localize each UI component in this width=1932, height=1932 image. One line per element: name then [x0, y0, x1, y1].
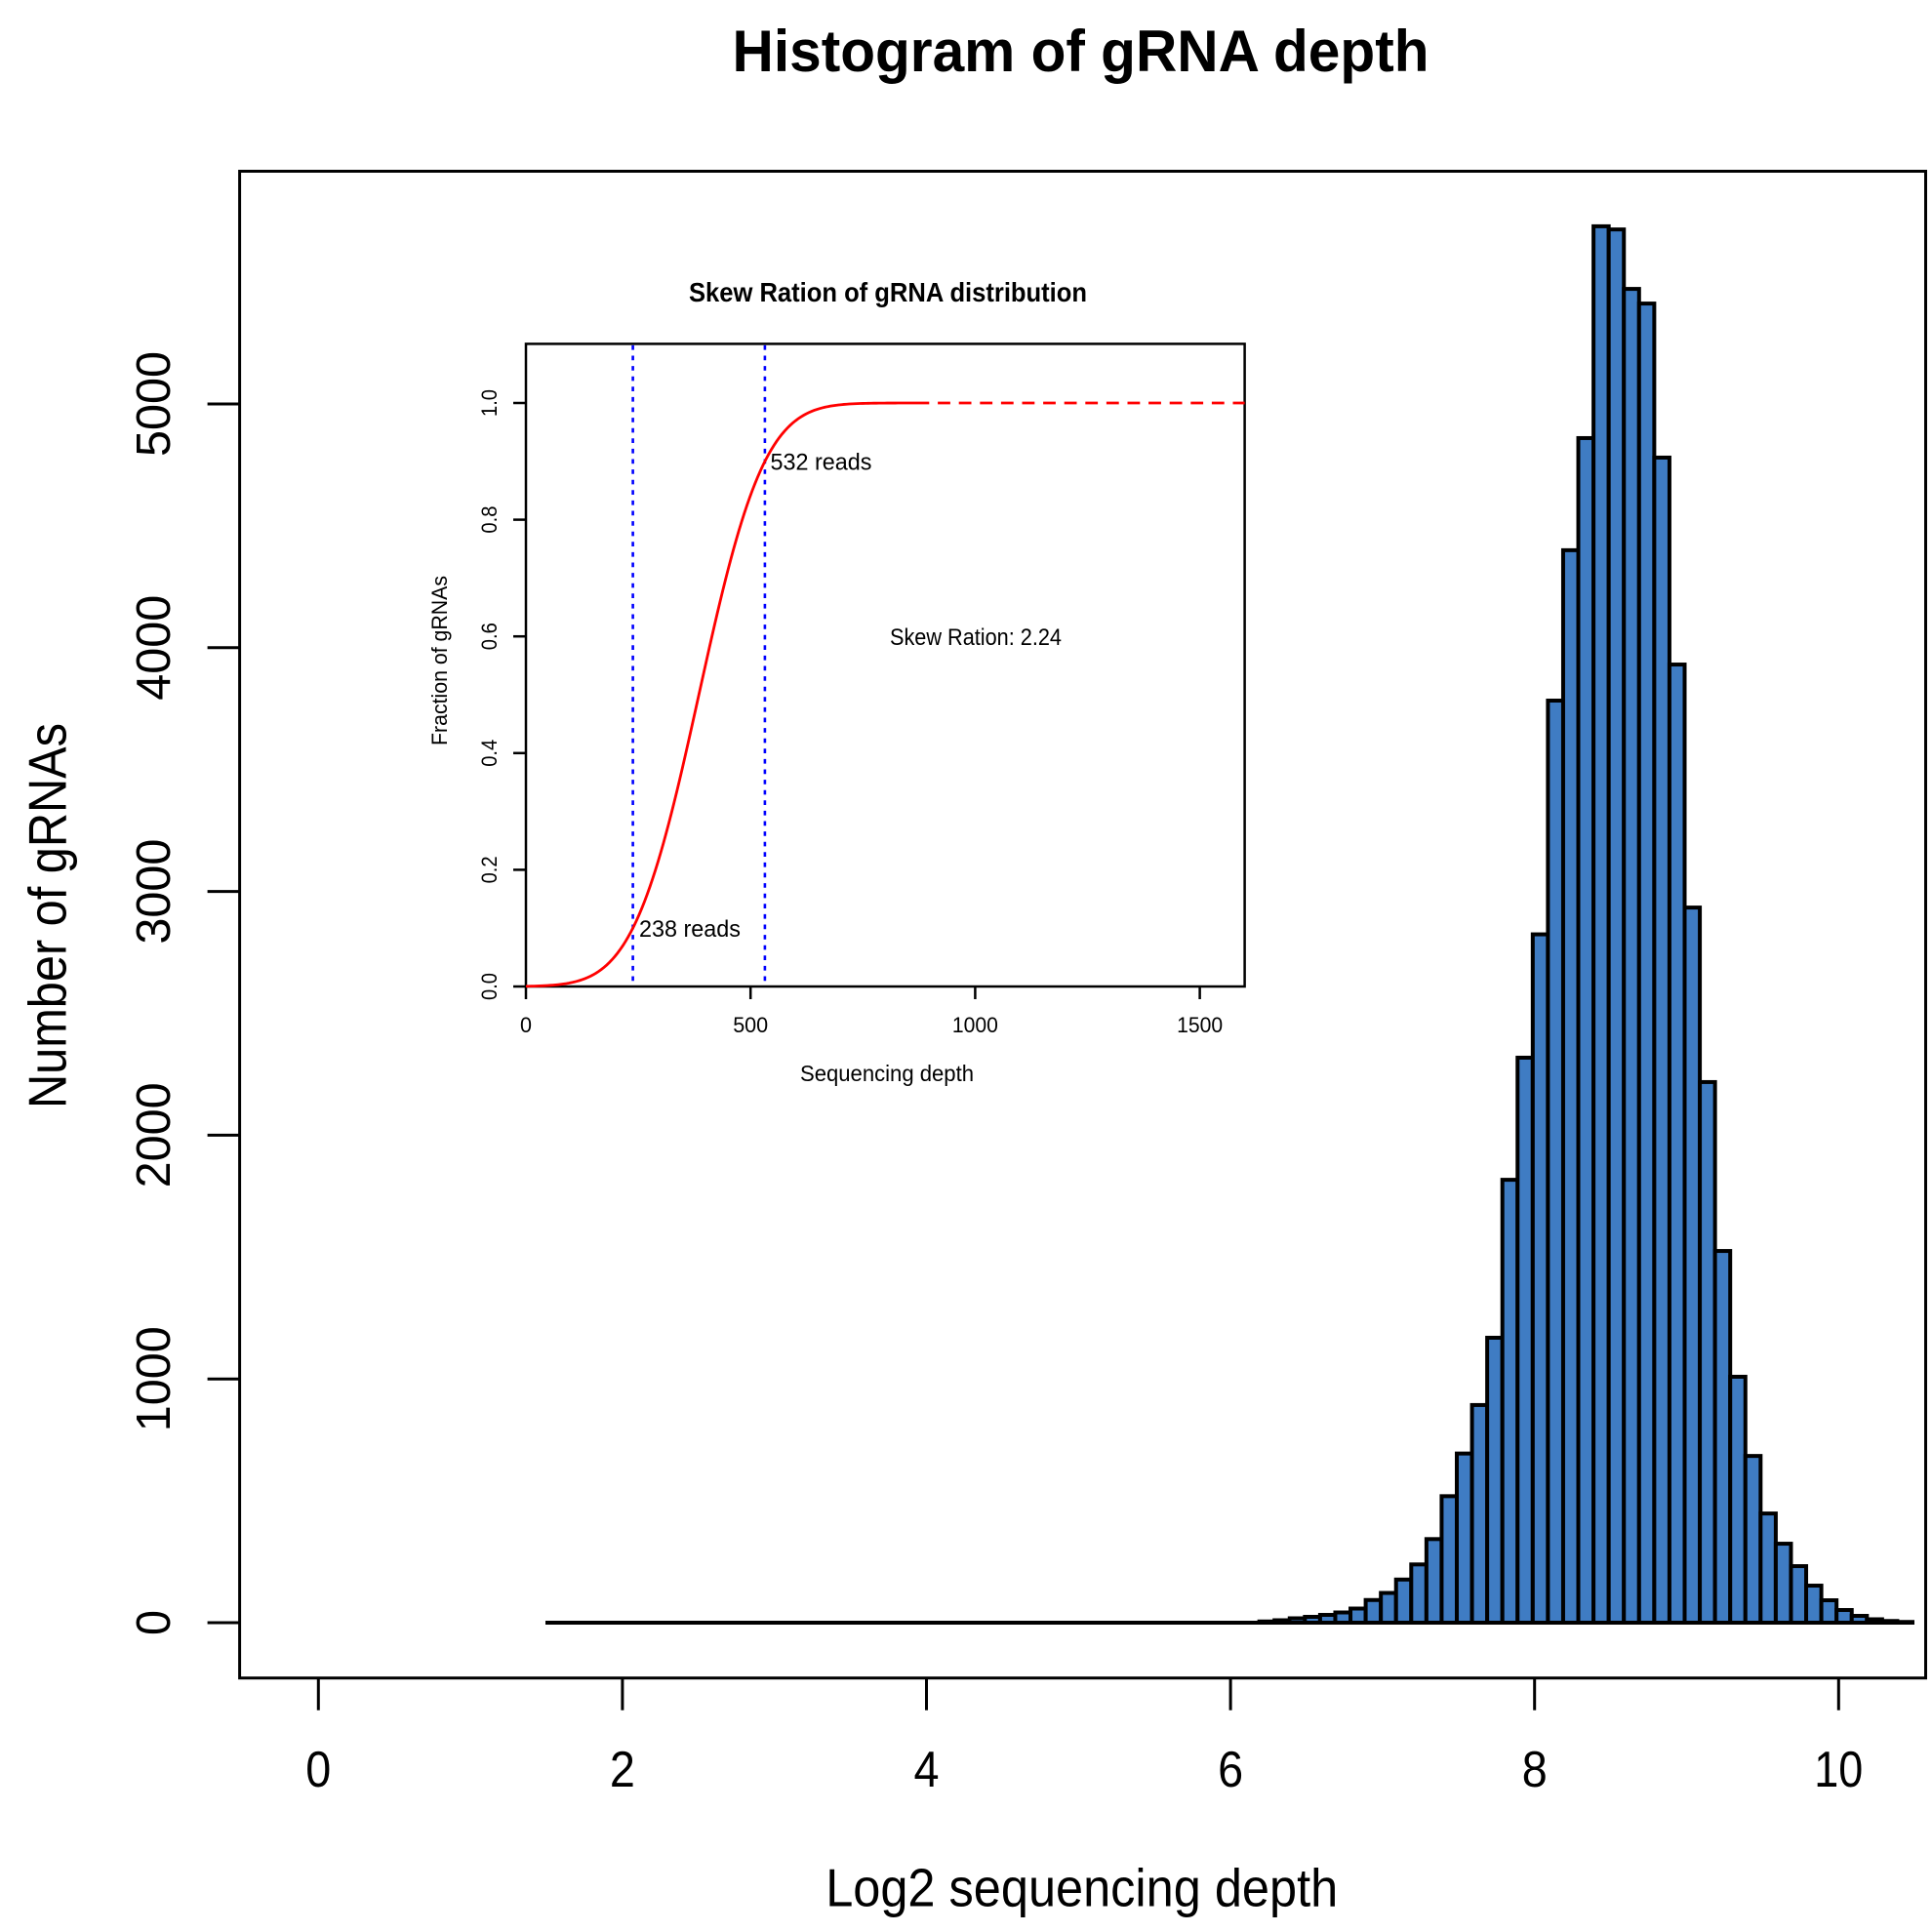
svg-text:0.0: 0.0 — [477, 973, 502, 1000]
svg-text:532 reads: 532 reads — [771, 450, 872, 476]
svg-text:0.6: 0.6 — [477, 623, 502, 650]
svg-text:4: 4 — [914, 1742, 940, 1798]
svg-text:0.8: 0.8 — [477, 506, 502, 534]
svg-text:4000: 4000 — [127, 595, 181, 701]
svg-text:1000: 1000 — [952, 1013, 998, 1037]
svg-text:1500: 1500 — [1177, 1013, 1223, 1037]
svg-text:1000: 1000 — [127, 1326, 181, 1431]
svg-text:10: 10 — [1814, 1742, 1863, 1798]
svg-text:2: 2 — [610, 1742, 635, 1798]
svg-text:1.0: 1.0 — [477, 389, 502, 417]
svg-text:0: 0 — [520, 1013, 532, 1037]
svg-text:Sequencing depth: Sequencing depth — [800, 1061, 974, 1086]
svg-text:3000: 3000 — [127, 839, 181, 945]
svg-text:Log2 sequencing depth: Log2 sequencing depth — [825, 1857, 1338, 1917]
svg-text:Histogram of gRNA depth: Histogram of gRNA depth — [733, 19, 1429, 84]
svg-text:Skew Ration: 2.24: Skew Ration: 2.24 — [890, 624, 1062, 651]
svg-text:500: 500 — [733, 1013, 768, 1037]
svg-text:2000: 2000 — [127, 1082, 181, 1187]
svg-text:6: 6 — [1218, 1742, 1243, 1798]
svg-text:0: 0 — [305, 1742, 331, 1798]
svg-text:0.4: 0.4 — [477, 740, 502, 767]
svg-text:238 reads: 238 reads — [639, 916, 741, 943]
svg-text:0.2: 0.2 — [477, 856, 502, 883]
svg-text:0: 0 — [127, 1610, 181, 1635]
svg-text:Skew Ration of gRNA distributi: Skew Ration of gRNA distribution — [689, 277, 1087, 307]
svg-text:Number of gRNAs: Number of gRNAs — [17, 723, 77, 1108]
svg-text:Fraction of gRNAs: Fraction of gRNAs — [427, 576, 452, 745]
svg-text:8: 8 — [1522, 1742, 1548, 1798]
svg-text:5000: 5000 — [127, 351, 181, 457]
